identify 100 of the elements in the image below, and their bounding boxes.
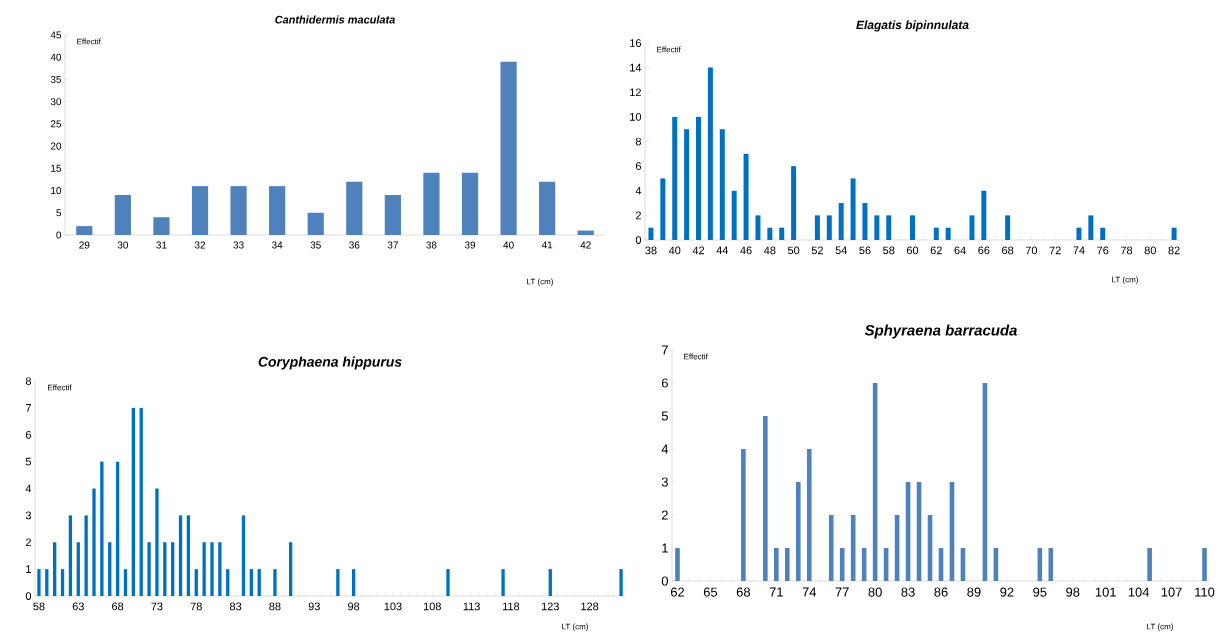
x-tick-label: 52	[811, 246, 823, 255]
x-tick-label: 78	[1120, 246, 1133, 255]
x-tick-label: 104	[1128, 587, 1150, 597]
bar	[763, 415, 768, 581]
x-tick-label: 30	[117, 241, 129, 249]
x-tick-label: 29	[79, 241, 90, 249]
y-tick-label: 30	[50, 98, 62, 106]
bar	[743, 153, 749, 240]
x-tick-label: 103	[384, 602, 402, 611]
bar	[307, 212, 324, 235]
x-tick-label: 68	[112, 602, 124, 611]
bar	[731, 190, 737, 240]
bar	[178, 515, 183, 596]
bar	[346, 181, 363, 235]
y-tick-label: 10	[630, 112, 642, 121]
x-tick-label: 108	[423, 602, 441, 611]
bar	[139, 407, 143, 596]
x-tick-label: 62	[670, 587, 685, 597]
y-tick-label: 2	[661, 510, 668, 520]
bar	[539, 181, 556, 235]
y-tick-label: 7	[661, 345, 668, 355]
y-tick-label: 7	[25, 404, 31, 412]
x-tick-label: 101	[1095, 587, 1116, 597]
y-tick-label: 0	[56, 231, 62, 239]
y-tick-label: 2	[635, 211, 641, 220]
bar	[814, 215, 820, 240]
bar	[648, 227, 654, 240]
bar	[446, 569, 450, 596]
x-tick-label: 74	[1073, 246, 1085, 254]
bar	[257, 569, 261, 596]
bar	[336, 569, 340, 596]
bar	[1202, 547, 1207, 581]
y-tick-label: 5	[25, 457, 32, 466]
x-tick-label: 33	[233, 241, 244, 249]
bar	[114, 194, 131, 235]
x-tick-label: 39	[464, 241, 476, 249]
bar	[131, 407, 135, 596]
bar	[155, 488, 159, 596]
bar	[230, 185, 247, 235]
bar	[153, 217, 170, 235]
bar	[123, 569, 128, 596]
x-tick-label: 110	[1195, 587, 1215, 597]
x-tick-label: 31	[156, 241, 167, 249]
x-tick-label: 50	[787, 246, 800, 255]
bar	[100, 461, 104, 596]
bar	[779, 227, 785, 240]
bar	[147, 542, 151, 596]
bar	[115, 461, 120, 596]
y-tick-label: 20	[50, 142, 62, 150]
bar	[273, 569, 277, 596]
x-tick-label: 98	[348, 602, 360, 611]
x-tick-label: 73	[151, 602, 163, 611]
x-tick-label: 88	[269, 602, 281, 611]
x-tick-label: 64	[954, 246, 966, 255]
x-tick-label: 98	[1066, 587, 1080, 597]
x-tick-label: 74	[802, 587, 817, 597]
y-tick-label: 10	[51, 186, 62, 194]
bar	[1076, 227, 1082, 240]
bar	[1100, 227, 1106, 240]
bar	[202, 542, 206, 596]
bar	[548, 569, 552, 596]
bar	[910, 215, 916, 240]
y-tick-label: 6	[661, 378, 668, 388]
bar	[886, 215, 892, 240]
y-tick-label: 8	[25, 377, 31, 385]
x-tick-label: 42	[580, 241, 591, 249]
y-tick-label: 4	[661, 444, 669, 454]
bar	[249, 569, 253, 596]
y-tick-label: 0	[661, 576, 668, 586]
bar	[384, 194, 401, 235]
bar	[684, 129, 690, 240]
bar	[874, 215, 880, 240]
x-tick-label: 76	[1097, 246, 1109, 255]
x-tick-label: 62	[930, 246, 942, 255]
bar	[850, 178, 856, 240]
y-tick-label: 3	[661, 477, 668, 487]
y-tick-label: 14	[630, 63, 642, 72]
x-tick-label: 83	[901, 587, 915, 597]
bar	[60, 569, 65, 596]
y-tick-label: 5	[56, 209, 62, 217]
chart-title: Coryphaena hippurus	[258, 356, 402, 370]
x-tick-label: 123	[541, 602, 559, 611]
y-tick-label: 5	[661, 411, 668, 421]
bar	[92, 488, 96, 596]
bar	[171, 542, 175, 596]
bar	[226, 569, 230, 596]
bar	[351, 569, 356, 596]
x-tick-label: 42	[692, 246, 705, 255]
x-tick-label: 66	[978, 246, 990, 255]
bar	[719, 129, 725, 240]
x-tick-label: 70	[1025, 246, 1038, 255]
bar	[828, 514, 834, 581]
x-tick-label: 56	[859, 246, 871, 255]
x-tick-label: 89	[967, 587, 981, 597]
y-tick-label: 0	[635, 236, 642, 244]
x-tick-label: 65	[703, 587, 718, 597]
y-tick-label: 2	[25, 538, 31, 546]
x-tick-label: 32	[194, 241, 206, 249]
x-tick-label: 78	[190, 602, 202, 611]
bar	[696, 116, 701, 240]
